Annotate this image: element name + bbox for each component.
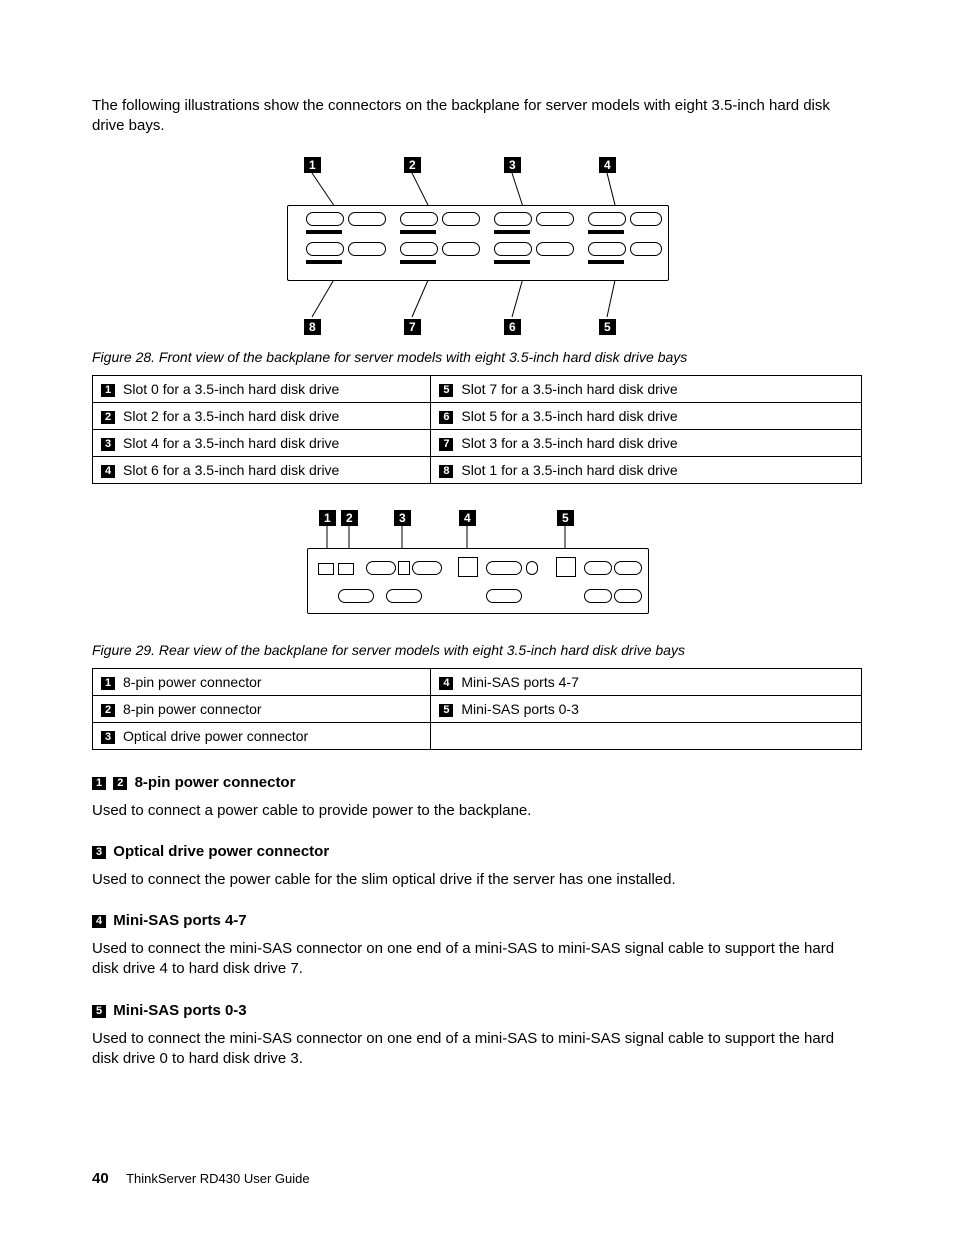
table-row: 3 Optical drive power connector xyxy=(93,722,862,749)
legend-cell xyxy=(431,722,862,749)
legend-cell: 1 Slot 0 for a 3.5-inch hard disk drive xyxy=(93,375,431,402)
fig28-label-1: 1 xyxy=(304,157,321,173)
figure-29: 1 2 3 4 5 xyxy=(297,508,657,628)
section-body: Used to connect the mini-SAS connector o… xyxy=(92,1029,862,1070)
table-row: 3 Slot 4 for a 3.5-inch hard disk drive7… xyxy=(93,429,862,456)
page-number: 40 xyxy=(92,1170,109,1187)
fig29-label-4: 4 xyxy=(459,510,476,526)
doc-title: ThinkServer RD430 User Guide xyxy=(126,1171,310,1186)
intro-text: The following illustrations show the con… xyxy=(92,96,862,137)
figure-29-caption: Figure 29. Rear view of the backplane fo… xyxy=(92,642,862,658)
section-body: Used to connect the mini-SAS connector o… xyxy=(92,939,862,980)
section-heading: 3 Optical drive power connector xyxy=(92,843,862,860)
connector-descriptions: 1 2 8-pin power connector Used to connect… xyxy=(92,774,862,1070)
legend-cell: 5 Slot 7 for a 3.5-inch hard disk drive xyxy=(431,375,862,402)
table-row: 2 8-pin power connector5 Mini-SAS ports … xyxy=(93,695,862,722)
table-row: 1 Slot 0 for a 3.5-inch hard disk drive5… xyxy=(93,375,862,402)
fig28-label-7: 7 xyxy=(404,319,421,335)
legend-cell: 2 8-pin power connector xyxy=(93,695,431,722)
fig28-label-4: 4 xyxy=(599,157,616,173)
legend-cell: 8 Slot 1 for a 3.5-inch hard disk drive xyxy=(431,456,862,483)
fig29-label-5: 5 xyxy=(557,510,574,526)
page: The following illustrations show the con… xyxy=(0,0,954,1235)
legend-cell: 3 Slot 4 for a 3.5-inch hard disk drive xyxy=(93,429,431,456)
section-body: Used to connect a power cable to provide… xyxy=(92,801,862,821)
legend-cell: 5 Mini-SAS ports 0-3 xyxy=(431,695,862,722)
table-row: 2 Slot 2 for a 3.5-inch hard disk drive6… xyxy=(93,402,862,429)
fig28-label-2: 2 xyxy=(404,157,421,173)
figure-28: 1 2 3 4 8 7 6 5 xyxy=(267,155,687,335)
fig29-label-3: 3 xyxy=(394,510,411,526)
fig29-label-2: 2 xyxy=(341,510,358,526)
backplane-board-front xyxy=(287,205,669,281)
legend-cell: 2 Slot 2 for a 3.5-inch hard disk drive xyxy=(93,402,431,429)
section-heading: 5 Mini-SAS ports 0-3 xyxy=(92,1002,862,1019)
figure-29-legend: 1 8-pin power connector4 Mini-SAS ports … xyxy=(92,668,862,750)
table-row: 1 8-pin power connector4 Mini-SAS ports … xyxy=(93,668,862,695)
figure-28-legend: 1 Slot 0 for a 3.5-inch hard disk drive5… xyxy=(92,375,862,484)
legend-cell: 4 Mini-SAS ports 4-7 xyxy=(431,668,862,695)
legend-cell: 1 8-pin power connector xyxy=(93,668,431,695)
legend-cell: 7 Slot 3 for a 3.5-inch hard disk drive xyxy=(431,429,862,456)
legend-cell: 3 Optical drive power connector xyxy=(93,722,431,749)
section-body: Used to connect the power cable for the … xyxy=(92,870,862,890)
legend-cell: 4 Slot 6 for a 3.5-inch hard disk drive xyxy=(93,456,431,483)
backplane-board-rear xyxy=(307,548,649,614)
fig28-label-3: 3 xyxy=(504,157,521,173)
figure-28-caption: Figure 28. Front view of the backplane f… xyxy=(92,349,862,365)
section-heading: 1 2 8-pin power connector xyxy=(92,774,862,791)
fig28-label-8: 8 xyxy=(304,319,321,335)
fig28-label-6: 6 xyxy=(504,319,521,335)
fig28-label-5: 5 xyxy=(599,319,616,335)
section-heading: 4 Mini-SAS ports 4-7 xyxy=(92,912,862,929)
page-footer: 40 ThinkServer RD430 User Guide xyxy=(92,1170,310,1187)
table-row: 4 Slot 6 for a 3.5-inch hard disk drive8… xyxy=(93,456,862,483)
fig29-label-1: 1 xyxy=(319,510,336,526)
legend-cell: 6 Slot 5 for a 3.5-inch hard disk drive xyxy=(431,402,862,429)
